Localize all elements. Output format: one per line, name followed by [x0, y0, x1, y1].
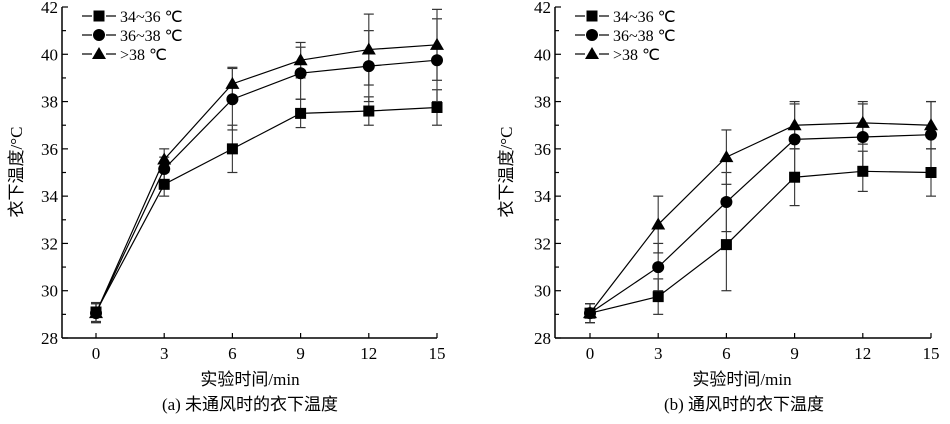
series-line-triangle: [583, 115, 938, 319]
legend-marker: [586, 29, 598, 41]
y-tick-label: 34: [41, 187, 59, 206]
data-point: [157, 152, 172, 165]
series-line-circle: [90, 54, 443, 320]
y-tick-label: 28: [41, 329, 58, 348]
legend-marker: [586, 10, 598, 22]
legend-label: 34~36 ℃: [120, 9, 183, 26]
legend-marker: [93, 10, 105, 22]
chart-caption: (b) 通风时的衣下温度: [664, 395, 824, 414]
legend-marker: [92, 47, 106, 59]
y-tick-label: 30: [534, 282, 551, 301]
y-axis-title: 衣下温度/°C: [7, 127, 26, 218]
data-point: [583, 306, 597, 319]
data-point: [295, 107, 307, 119]
legend: 34~36 ℃ 36~38 ℃ >38 ℃: [575, 9, 676, 64]
legend-marker: [93, 29, 105, 41]
data-point: [226, 93, 239, 106]
x-tick-label: 9: [790, 344, 799, 363]
legend-marker: [585, 47, 599, 59]
data-point: [431, 101, 443, 113]
series-line: [95, 44, 438, 314]
y-tick-label: 36: [41, 140, 58, 159]
x-tick-label: 6: [228, 344, 237, 363]
series-square: [585, 148, 936, 324]
legend: 34~36 ℃ 36~38 ℃ >38 ℃: [82, 9, 183, 64]
data-point: [652, 261, 665, 274]
data-point: [293, 53, 308, 66]
data-point: [720, 239, 732, 251]
data-point: [857, 165, 869, 177]
data-point: [226, 143, 238, 155]
legend-label: 34~36 ℃: [613, 9, 676, 26]
y-tick-label: 32: [534, 234, 551, 253]
y-tick-label: 38: [534, 93, 551, 112]
series-triangle: [585, 100, 936, 324]
series-line-circle: [584, 128, 937, 320]
data-point: [89, 306, 103, 319]
data-point: [294, 67, 307, 80]
series-line: [95, 59, 438, 314]
x-tick-label: 3: [160, 344, 169, 363]
series-line: [589, 122, 932, 314]
x-tick-label: 12: [360, 344, 377, 363]
data-point: [856, 131, 869, 144]
y-tick-label: 42: [534, 0, 551, 17]
x-tick-label: 9: [296, 344, 305, 363]
data-point: [719, 150, 734, 163]
y-tick-label: 42: [41, 0, 58, 17]
y-tick-label: 40: [534, 45, 551, 64]
data-point: [720, 196, 733, 209]
series-line: [589, 170, 932, 314]
x-tick-label: 12: [854, 344, 871, 363]
x-tick-label: 3: [654, 344, 663, 363]
y-tick-label: 38: [41, 93, 58, 112]
x-tick-label: 15: [923, 344, 940, 363]
data-point: [158, 178, 170, 190]
y-tick-label: 34: [534, 187, 552, 206]
x-tick-label: 15: [429, 344, 446, 363]
data-point: [787, 118, 802, 131]
x-tick-label: 6: [722, 344, 731, 363]
data-point: [225, 76, 240, 89]
y-tick-label: 40: [41, 45, 58, 64]
data-point: [431, 54, 443, 67]
y-tick-label: 30: [41, 282, 58, 301]
y-tick-label: 36: [534, 140, 551, 159]
data-point: [855, 115, 870, 128]
x-tick-label: 0: [586, 344, 595, 363]
data-point: [924, 118, 938, 131]
series-line-square: [90, 101, 443, 318]
data-point: [925, 167, 937, 178]
data-point: [361, 42, 376, 55]
data-point: [925, 128, 937, 141]
x-tick-label: 0: [92, 344, 101, 363]
x-axis-title: 实验时间/min: [200, 370, 300, 389]
data-point: [430, 37, 444, 50]
data-point: [788, 133, 801, 146]
chart-caption: (a) 未通风时的衣下温度: [162, 395, 338, 414]
legend-label: >38 ℃: [613, 47, 660, 64]
data-point: [363, 105, 375, 117]
y-tick-label: 28: [534, 329, 551, 348]
series-line: [95, 106, 438, 313]
series-line-triangle: [89, 37, 444, 319]
data-point: [651, 217, 666, 230]
series-circle: [585, 100, 936, 324]
data-point: [362, 60, 375, 73]
legend-label: 36~38 ℃: [120, 28, 183, 45]
series-line: [589, 134, 932, 314]
y-axis-title: 衣下温度/°C: [497, 127, 516, 218]
y-tick-label: 32: [41, 234, 58, 253]
x-axis-title: 实验时间/min: [692, 370, 792, 389]
data-point: [789, 171, 801, 183]
data-point: [652, 291, 664, 303]
series-line-square: [584, 165, 937, 319]
legend-label: >38 ℃: [120, 47, 167, 64]
legend-label: 36~38 ℃: [613, 28, 676, 45]
